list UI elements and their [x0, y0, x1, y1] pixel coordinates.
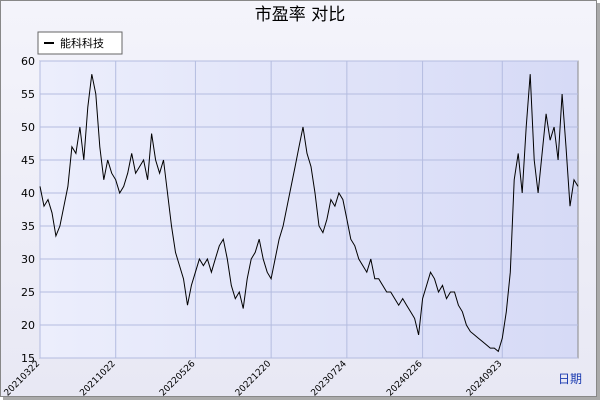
line [39, 74, 579, 353]
y-tick-label: 60 [21, 55, 35, 68]
plot-area [39, 60, 579, 359]
shadow [597, 3, 600, 400]
chart-title: 市盈率 对比 [255, 5, 345, 25]
shadow [3, 397, 600, 400]
x-axis-label: 日期 [558, 372, 582, 386]
y-tick-label: 40 [21, 187, 35, 200]
y-tick-label: 30 [21, 253, 35, 266]
legend-label: 能科科技 [60, 36, 104, 50]
y-tick-label: 55 [21, 88, 35, 101]
y-tick-label: 35 [21, 220, 35, 233]
y-tick-label: 15 [21, 352, 35, 365]
y-tick-label: 45 [21, 154, 35, 167]
y-tick-label: 20 [21, 319, 35, 332]
y-tick-label: 50 [21, 121, 35, 134]
y-tick-label: 25 [21, 286, 35, 299]
legend-box [37, 31, 123, 55]
